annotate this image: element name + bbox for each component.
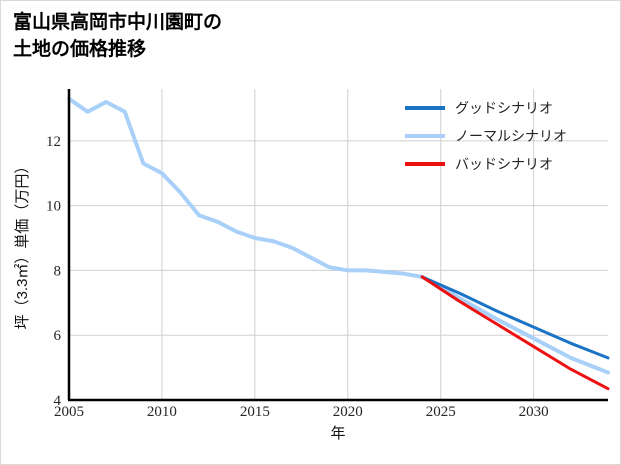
x-axis-title: 年 [330, 425, 345, 442]
axis-spines [67, 89, 608, 402]
series-line [67, 96, 610, 375]
y-tick-label: 6 [54, 328, 62, 344]
x-tick-label: 2030 [519, 404, 549, 420]
x-tick-label: 2005 [54, 404, 84, 420]
x-tick-label: 2020 [333, 404, 363, 420]
y-axis-title: 坪（3.3㎡）単価（万円） [14, 159, 31, 330]
series-line [420, 275, 610, 360]
legend-label: グッドシナリオ [455, 100, 553, 116]
page-title: 富山県高岡市中川園町の 土地の価格推移 [13, 12, 223, 60]
y-tick-label: 4 [54, 393, 62, 409]
x-tick-label: 2010 [147, 404, 177, 420]
series-group [67, 96, 610, 391]
x-tick-label: 2025 [426, 404, 456, 420]
x-tick-labels: 2005 2010 2015 2020 2025 2030 [54, 404, 549, 420]
y-tick-label: 10 [46, 199, 61, 215]
y-tick-label: 8 [54, 263, 62, 279]
series-line [420, 275, 610, 391]
x-tick-label: 2015 [240, 404, 270, 420]
gridlines-group [68, 89, 608, 401]
legend-label: ノーマルシナリオ [455, 128, 567, 144]
y-tick-labels: 4 6 8 10 12 [46, 134, 62, 409]
y-tick-label: 12 [46, 134, 61, 150]
legend-label: バッドシナリオ [455, 156, 553, 172]
